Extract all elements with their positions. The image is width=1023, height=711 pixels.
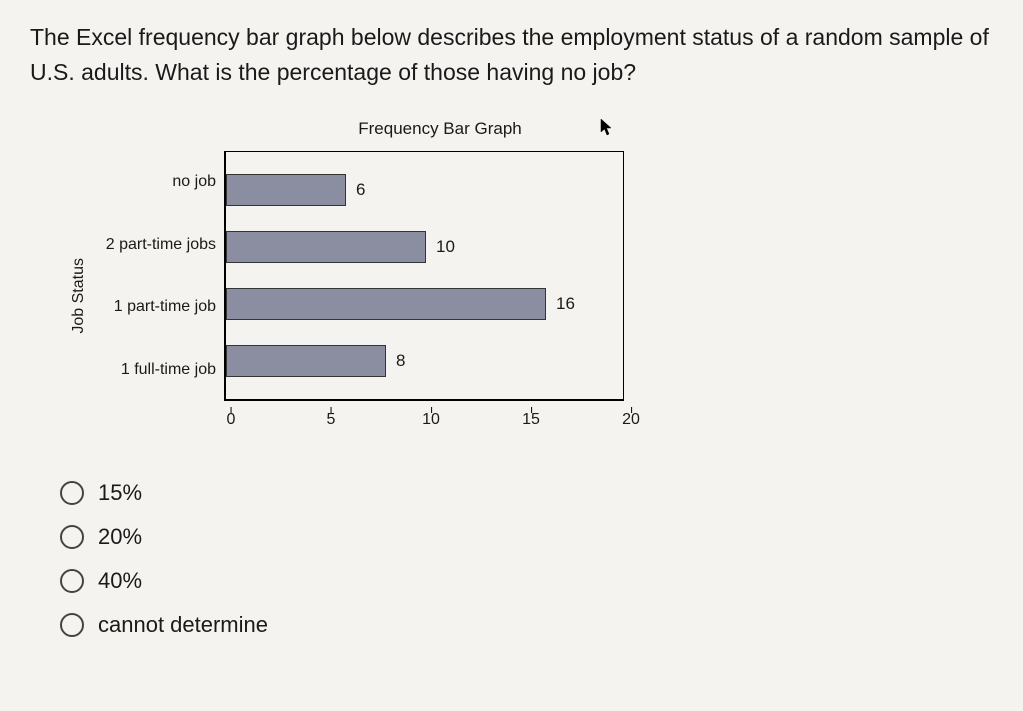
option-label: cannot determine bbox=[98, 612, 268, 638]
answer-option[interactable]: cannot determine bbox=[60, 612, 993, 638]
radio-icon[interactable] bbox=[60, 525, 84, 549]
frequency-bar-chart: Frequency Bar Graph Job Status no job 2 … bbox=[70, 119, 993, 435]
x-tick: 15 bbox=[522, 411, 540, 429]
category-label: 2 part-time jobs bbox=[94, 220, 216, 270]
y-axis-label: Job Status bbox=[70, 218, 88, 334]
bar-row: 10 bbox=[226, 229, 623, 265]
bar bbox=[226, 345, 386, 377]
bar-value-label: 16 bbox=[556, 294, 575, 314]
radio-icon[interactable] bbox=[60, 613, 84, 637]
option-label: 20% bbox=[98, 524, 142, 550]
bar bbox=[226, 288, 546, 320]
chart-title: Frequency Bar Graph bbox=[230, 119, 650, 139]
x-tick: 20 bbox=[622, 411, 640, 429]
plot-area: 6 10 16 8 bbox=[224, 151, 624, 401]
option-label: 40% bbox=[98, 568, 142, 594]
answer-options: 15% 20% 40% cannot determine bbox=[60, 480, 993, 638]
answer-option[interactable]: 20% bbox=[60, 524, 993, 550]
bar-value-label: 6 bbox=[356, 180, 365, 200]
bar-row: 8 bbox=[226, 343, 623, 379]
cursor-icon bbox=[600, 118, 614, 141]
option-label: 15% bbox=[98, 480, 142, 506]
x-tick: 10 bbox=[422, 411, 440, 429]
bar-value-label: 8 bbox=[396, 351, 405, 371]
answer-option[interactable]: 40% bbox=[60, 568, 993, 594]
radio-icon[interactable] bbox=[60, 569, 84, 593]
question-text: The Excel frequency bar graph below desc… bbox=[30, 20, 990, 89]
category-label: 1 part-time job bbox=[94, 282, 216, 332]
bar-row: 16 bbox=[226, 286, 623, 322]
x-axis-ticks: 05101520 bbox=[231, 405, 631, 435]
category-label: 1 full-time job bbox=[94, 345, 216, 395]
x-tick: 0 bbox=[227, 411, 236, 429]
category-label: no job bbox=[94, 157, 216, 207]
bar-row: 6 bbox=[226, 172, 623, 208]
category-labels: no job 2 part-time jobs 1 part-time job … bbox=[94, 151, 224, 401]
x-tick: 5 bbox=[327, 411, 336, 429]
bar bbox=[226, 174, 346, 206]
bar-value-label: 10 bbox=[436, 237, 455, 257]
answer-option[interactable]: 15% bbox=[60, 480, 993, 506]
bar bbox=[226, 231, 426, 263]
radio-icon[interactable] bbox=[60, 481, 84, 505]
